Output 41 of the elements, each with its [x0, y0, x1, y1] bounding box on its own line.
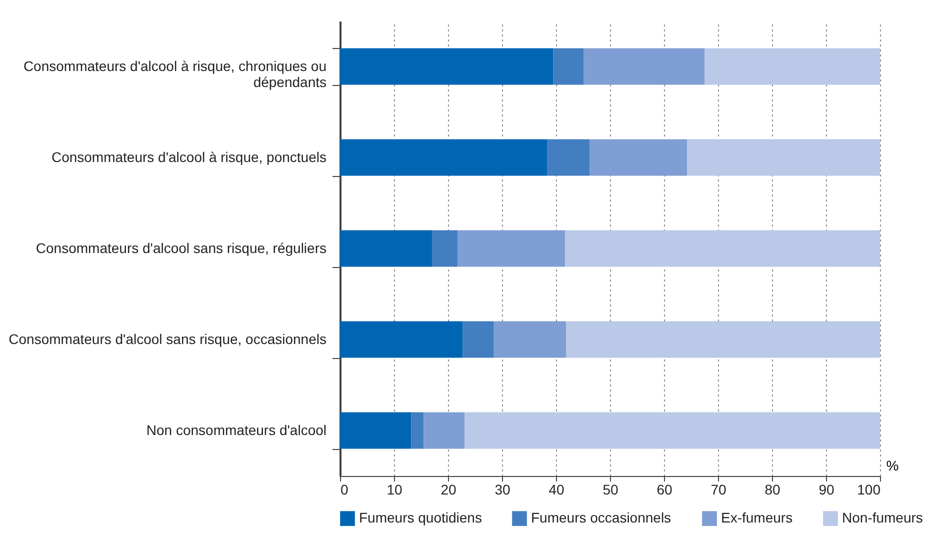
bar [687, 139, 880, 176]
bar [411, 412, 424, 449]
y-tick-label: Consommateurs d'alcool à risque, chroniques ou dépendants [23, 58, 326, 90]
x-tick-label: 90 [818, 482, 834, 498]
x-tick-label: 80 [764, 482, 780, 498]
x-tick-label: 0 [340, 482, 348, 498]
bar [553, 48, 584, 85]
bar [566, 321, 880, 358]
bar [589, 139, 688, 176]
x-tick-label: 100 [857, 482, 881, 498]
x-tick-label: 70 [710, 482, 726, 498]
bar [424, 412, 465, 449]
bar [340, 230, 432, 267]
legend-label: Ex-fumeurs [721, 510, 793, 526]
x-tick-label: 10 [386, 482, 402, 498]
bar [340, 139, 548, 176]
bar [462, 321, 494, 358]
y-tick-label: Consommateurs d'alcool sans risque, occasionnels [8, 331, 326, 347]
bar [340, 412, 412, 449]
bar [464, 412, 880, 449]
y-tick-label: Consommateurs d'alcool à risque, ponctuels [51, 149, 326, 165]
bar [547, 139, 590, 176]
bar [494, 321, 566, 358]
x-tick-label: 50 [602, 482, 618, 498]
bar [584, 48, 704, 85]
x-tick-label: 30 [494, 482, 510, 498]
y-tick-label: Consommateurs d'alcool sans risque, réguliers [36, 240, 326, 256]
bar [340, 321, 463, 358]
x-axis-title: % [886, 458, 899, 474]
y-tick-label: Non consommateurs d'alcool [146, 422, 326, 438]
bar [704, 48, 880, 85]
x-tick-label: 60 [656, 482, 672, 498]
legend-label: Fumeurs occasionnels [531, 510, 672, 526]
legend-label: Fumeurs quotidiens [359, 510, 482, 526]
legend-label: Non-fumeurs [842, 510, 923, 526]
bar [432, 230, 458, 267]
bar [340, 48, 554, 85]
bar [458, 230, 566, 267]
x-tick-label: 20 [440, 482, 456, 498]
x-tick-label: 40 [548, 482, 564, 498]
bar [565, 230, 880, 267]
